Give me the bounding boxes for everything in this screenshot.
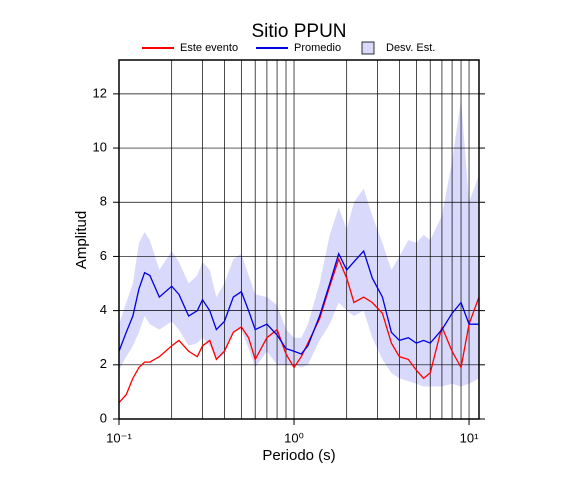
legend-swatch [361, 41, 375, 55]
legend-label: Desv. Est. [386, 42, 435, 54]
plot-frame [118, 59, 480, 420]
legend-label: Promedio [294, 42, 341, 54]
y-axis-label: Amplitud [73, 211, 90, 269]
x-tick-label: 10⁻¹ [106, 430, 132, 445]
series-line [118, 257, 480, 404]
y-tick-label: 0 [100, 410, 107, 425]
y-tick-label: 4 [100, 302, 107, 317]
x-tick-label: 10¹ [460, 430, 479, 445]
x-tick-label: 10⁰ [284, 430, 304, 445]
y-tick-label: 8 [100, 194, 107, 209]
y-tick-label: 12 [93, 85, 107, 100]
std-band [119, 99, 479, 387]
y-tick-label: 6 [100, 248, 107, 263]
series-line [118, 249, 479, 355]
y-tick-label: 10 [93, 139, 107, 154]
chart-title: Sitio PPUN [251, 21, 346, 42]
y-tick-label: 2 [100, 356, 107, 371]
legend-label: Este evento [180, 42, 238, 54]
x-axis-label: Periodo (s) [262, 447, 335, 464]
